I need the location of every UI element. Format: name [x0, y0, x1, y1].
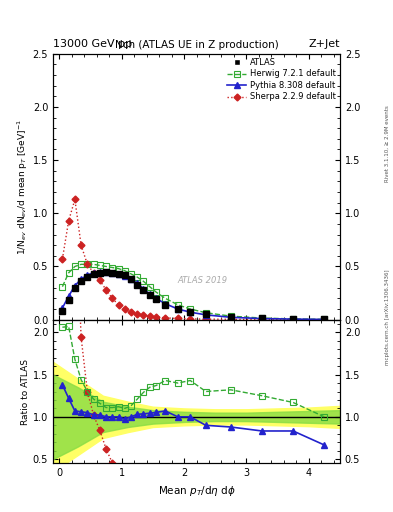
X-axis label: Mean $p_T$/d$\eta$ d$\phi$: Mean $p_T$/d$\eta$ d$\phi$: [158, 484, 235, 498]
Title: Nch (ATLAS UE in Z production): Nch (ATLAS UE in Z production): [115, 40, 278, 50]
Text: ATLAS 2019: ATLAS 2019: [177, 276, 227, 285]
Legend: ATLAS, Herwig 7.2.1 default, Pythia 8.308 default, Sherpa 2.2.9 default: ATLAS, Herwig 7.2.1 default, Pythia 8.30…: [228, 58, 336, 101]
Y-axis label: Ratio to ATLAS: Ratio to ATLAS: [21, 358, 30, 424]
Text: mcplots.cern.ch [arXiv:1306.3436]: mcplots.cern.ch [arXiv:1306.3436]: [385, 270, 390, 365]
Text: 13000 GeV pp: 13000 GeV pp: [53, 38, 132, 49]
Text: Z+Jet: Z+Jet: [309, 38, 340, 49]
Y-axis label: 1/N$_{ev}$ dN$_{ev}$/d mean p$_T$ [GeV]$^{-1}$: 1/N$_{ev}$ dN$_{ev}$/d mean p$_T$ [GeV]$…: [15, 119, 30, 254]
Text: Rivet 3.1.10, ≥ 2.9M events: Rivet 3.1.10, ≥ 2.9M events: [385, 105, 390, 182]
